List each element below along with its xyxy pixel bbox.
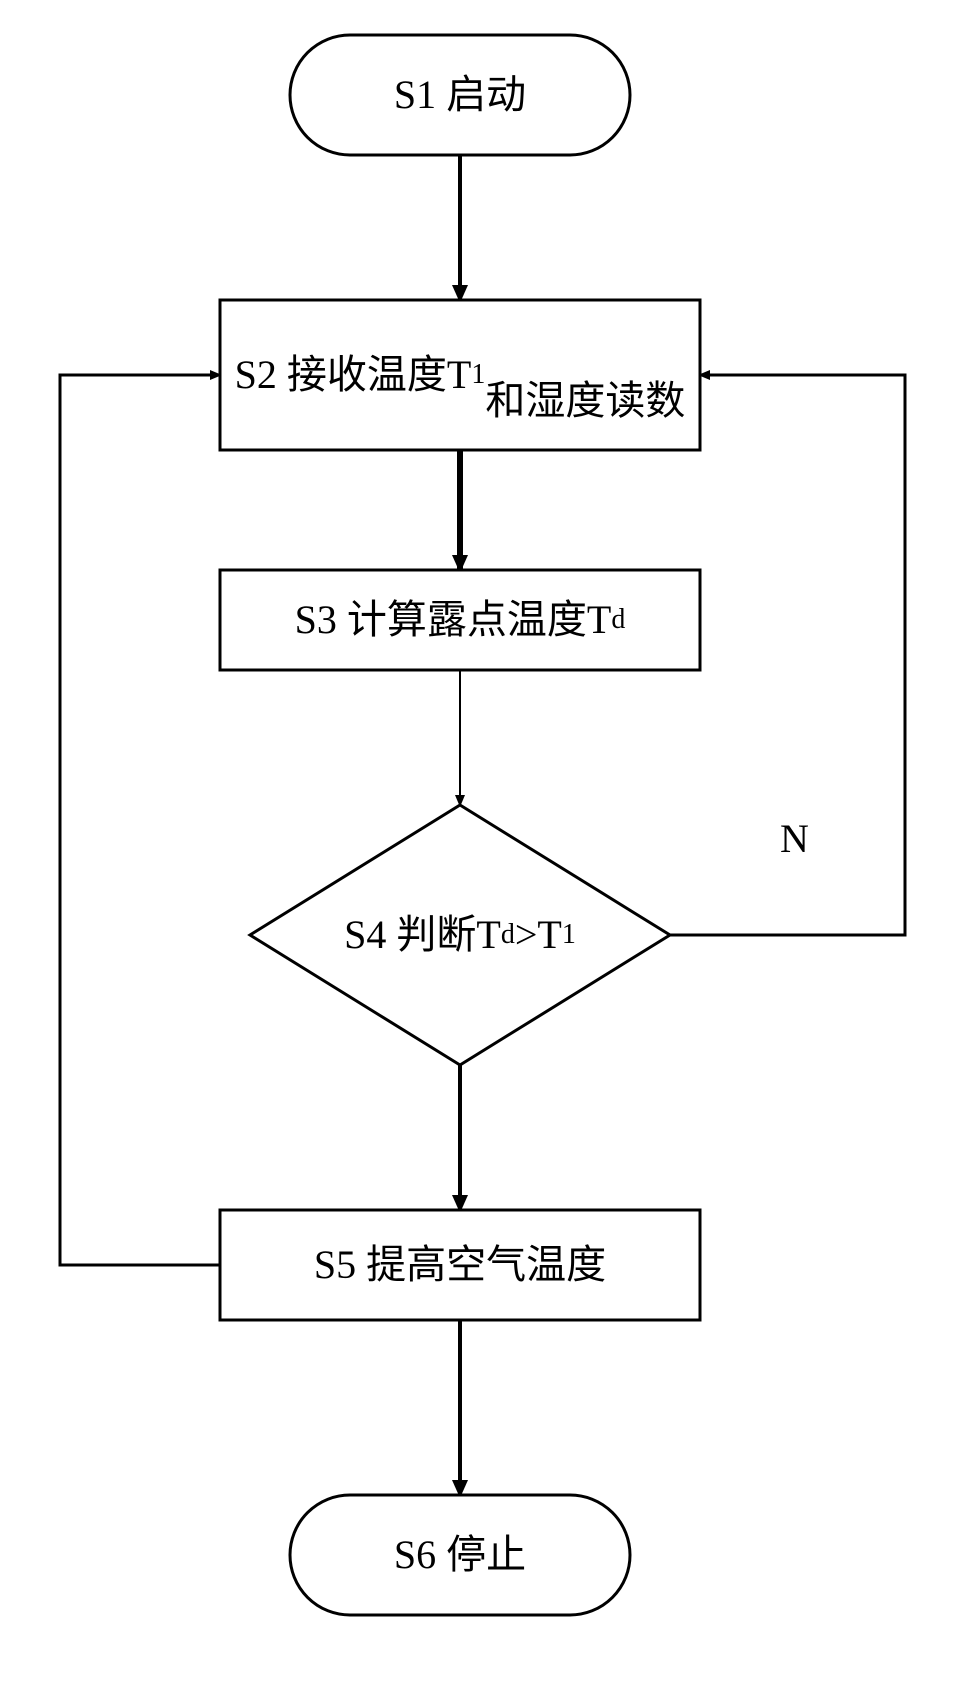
node-label-s4: S4 判断Td>T1 [250,805,670,1065]
node-label-s6: S6 停止 [290,1495,630,1615]
edge-e7 [60,375,220,1265]
node-label-s2: S2 接收温度T1和湿度读数 [220,300,700,450]
edge-label-e6: N [780,815,809,862]
node-label-s1: S1 启动 [290,35,630,155]
node-label-s5: S5 提高空气温度 [220,1210,700,1320]
node-label-s3: S3 计算露点温度Td [220,570,700,670]
